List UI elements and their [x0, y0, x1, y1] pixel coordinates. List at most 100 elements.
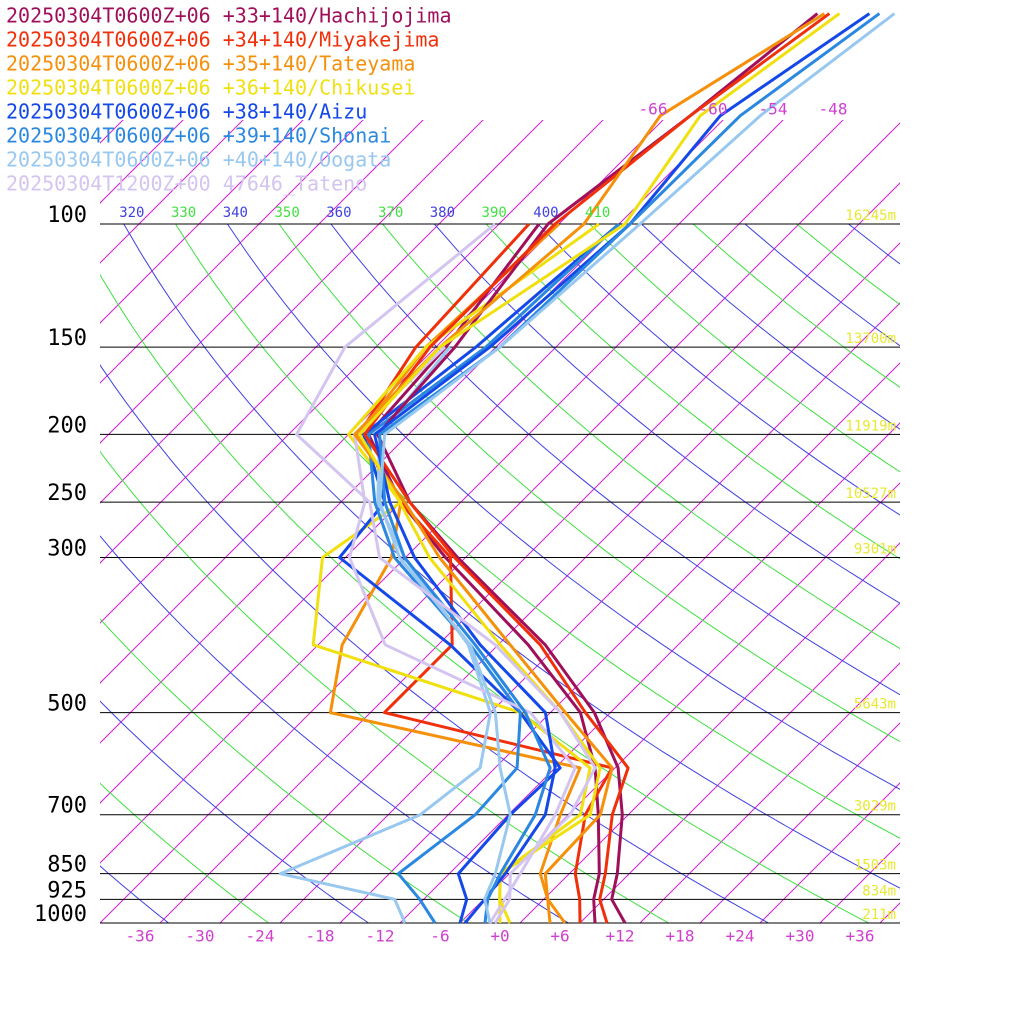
theta-label: 340: [223, 205, 248, 221]
isotherm: [100, 120, 664, 684]
grid: [100, 120, 1024, 924]
adiabat: [589, 224, 900, 473]
adiabat: [226, 224, 900, 790]
theta-label: 370: [378, 205, 403, 221]
theta-label: 410: [585, 205, 610, 221]
y-tick-label: 100: [47, 203, 87, 228]
y-tick-label: 200: [47, 413, 87, 438]
x-tick-label: +6: [550, 927, 569, 946]
legend-entry: 20250304T0600Z+06 +39+140/Shonai: [6, 124, 391, 148]
adiabat: [692, 224, 900, 388]
x-tick-label: -24: [246, 927, 275, 946]
theta-label: 350: [274, 205, 299, 221]
dewpoint-line: [367, 222, 621, 924]
isotherm: [100, 122, 900, 923]
height-label: 16245m: [845, 208, 896, 224]
y-tick-label: 300: [47, 537, 87, 562]
adiabat: [278, 224, 900, 743]
y-tick-label: 850: [47, 853, 87, 878]
theta-label: 380: [430, 205, 455, 221]
isotherm: [279, 302, 900, 923]
isotherm: [519, 542, 900, 923]
temperature-line: [378, 12, 896, 924]
x-tick-label: +18: [666, 927, 695, 946]
isotherm: [100, 120, 604, 624]
x-tick-label: -36: [126, 927, 155, 946]
isotherm: [100, 120, 784, 804]
y-tick-label: 150: [47, 326, 87, 351]
temperature-line: [353, 12, 826, 924]
height-label: 11919m: [845, 418, 896, 434]
adiabat: [330, 224, 900, 696]
isotherm: [339, 362, 900, 923]
y-tick-label: 250: [47, 481, 87, 506]
x-tick-label: +36: [846, 927, 875, 946]
theta-label: 320: [119, 205, 144, 221]
legend-entry: 20250304T0600Z+06 +35+140/Tateyama: [6, 52, 415, 76]
adiabat: [382, 224, 900, 650]
adiabat: [123, 224, 900, 889]
x-tick-label: -30: [186, 927, 215, 946]
x-tick-label: +24: [726, 927, 755, 946]
isotherm: [879, 902, 900, 923]
height-label: 1503m: [854, 858, 896, 874]
isotherm-label: -66: [639, 100, 668, 119]
isotherm-label: -48: [819, 100, 848, 119]
theta-label: 390: [482, 205, 507, 221]
height-label: 5643m: [854, 697, 896, 713]
legend-entry: 20250304T0600Z+06 +36+140/Chikusei: [6, 76, 415, 100]
x-tick-label: -18: [306, 927, 335, 946]
y-tick-label: 500: [47, 692, 87, 717]
isotherm-label: -60: [699, 100, 728, 119]
adiabat: [796, 224, 900, 306]
isotherm-label: -54: [759, 100, 788, 119]
x-tick-label: +12: [606, 927, 635, 946]
isotherm: [579, 602, 900, 923]
adiabat: [899, 224, 900, 225]
isotherm: [699, 722, 900, 923]
isotherm: [100, 120, 304, 324]
theta-label: 330: [171, 205, 196, 221]
isotherm: [100, 120, 244, 264]
x-tick-label: +30: [786, 927, 815, 946]
isotherm: [759, 782, 900, 923]
isotherm: [100, 120, 424, 444]
isotherm: [100, 120, 184, 204]
height-label: 3029m: [854, 799, 896, 815]
temperature-line: [378, 12, 881, 924]
height-label: 834m: [862, 883, 896, 899]
isotherm: [100, 120, 484, 504]
legend-entry: 20250304T0600Z+06 +34+140/Miyakejima: [6, 28, 439, 52]
height-label: 13700m: [845, 331, 896, 347]
y-tick-label: 700: [47, 794, 87, 819]
isotherm: [639, 662, 900, 923]
legend-entry: 20250304T0600Z+06 +33+140/Hachijojima: [6, 4, 452, 28]
temperature-line: [363, 12, 831, 924]
height-label: 211m: [862, 907, 896, 923]
adiabat: [641, 224, 900, 430]
isotherm: [100, 120, 544, 564]
theta-label: 360: [326, 205, 351, 221]
legend-entry: 20250304T0600Z+06 +40+140/Oogata: [6, 148, 391, 172]
y-tick-label: 1000: [34, 902, 87, 927]
temperature-line: [358, 12, 841, 924]
isotherm: [100, 120, 724, 744]
dewpoint-line: [338, 222, 620, 924]
isotherm: [159, 182, 900, 923]
y-tick-label: 925: [47, 878, 87, 903]
legend-entry: 20250304T0600Z+06 +38+140/Aizu: [6, 100, 367, 124]
height-label: 9301m: [854, 542, 896, 558]
x-tick-label: +0: [490, 927, 509, 946]
adiabat: [1004, 224, 1024, 923]
legend-entry: 20250304T1200Z+00 47646_Tateno: [6, 172, 367, 196]
theta-label: 400: [533, 205, 558, 221]
x-tick-label: -6: [430, 927, 449, 946]
isotherms: [100, 120, 900, 923]
isotherm: [219, 242, 900, 923]
x-tick-label: -12: [366, 927, 395, 946]
height-label: 10527m: [845, 486, 896, 502]
labels: 320 330 340 350 360 370 380 390 400 410 100 16245m 1…: [6, 4, 896, 946]
dewpoint-line: [278, 346, 492, 924]
temperature-line: [295, 222, 597, 924]
